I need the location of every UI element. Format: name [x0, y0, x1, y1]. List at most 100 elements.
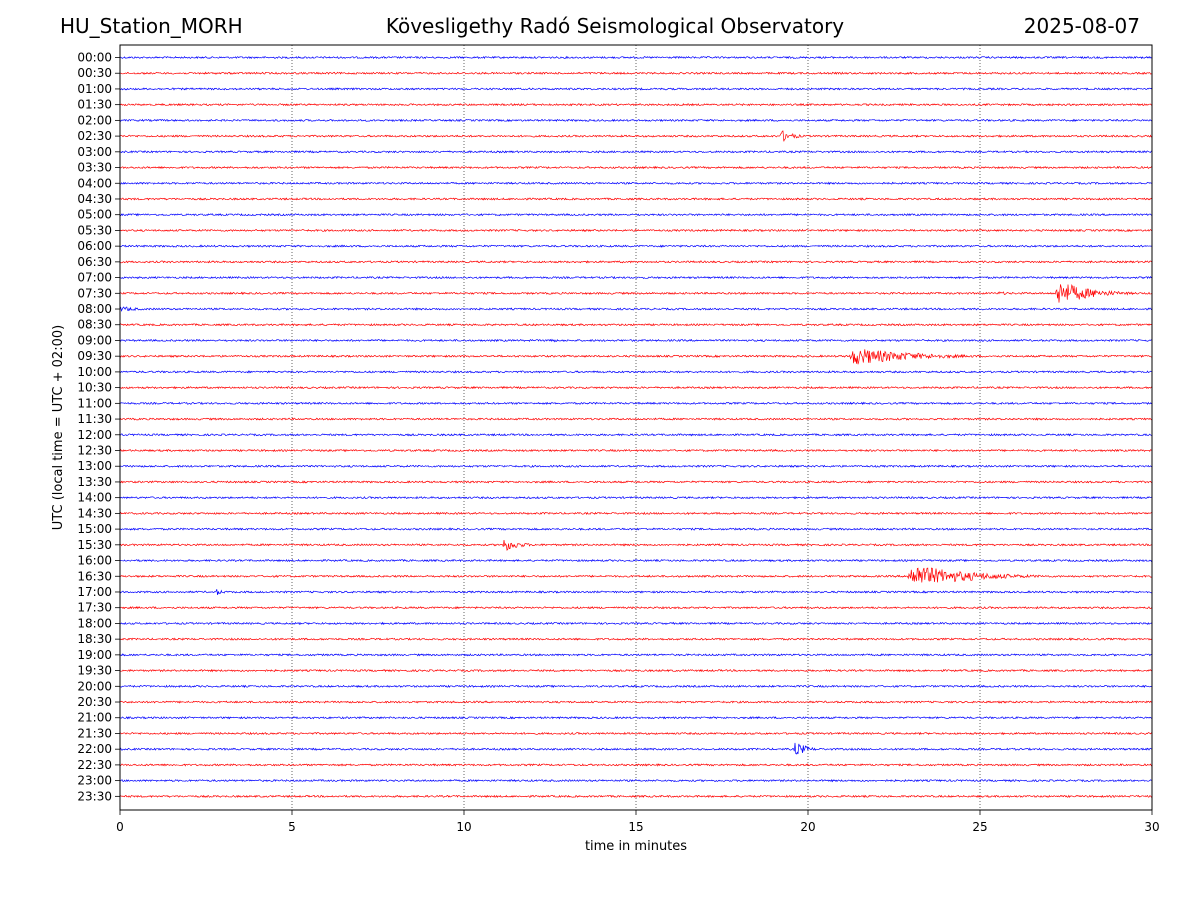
trace-1900	[119, 653, 1153, 657]
y-tick-label: 19:00	[77, 648, 112, 662]
trace-0700	[119, 275, 1153, 280]
trace-1730	[119, 605, 1153, 610]
trace-1700	[119, 589, 1153, 595]
trace-1830	[119, 637, 1153, 641]
y-axis-label: UTC (local time = UTC + 02:00)	[51, 325, 66, 530]
trace-1000	[119, 370, 1153, 374]
trace-2030	[119, 700, 1153, 704]
y-tick-label: 16:30	[77, 569, 112, 583]
trace-2330	[119, 794, 1153, 799]
trace-1500	[119, 527, 1153, 531]
y-tick-label: 12:00	[77, 428, 112, 442]
y-tick-label: 06:30	[77, 255, 112, 269]
y-tick-label: 13:30	[77, 475, 112, 489]
y-tick-label: 06:00	[77, 239, 112, 253]
y-tick-label: 07:00	[77, 271, 112, 285]
trace-2230	[119, 763, 1153, 767]
x-tick-label: 15	[628, 820, 643, 834]
trace-2100	[119, 716, 1153, 720]
trace-1100	[119, 401, 1153, 406]
trace-2200	[119, 742, 1153, 755]
trace-1530	[119, 540, 1153, 551]
y-tick-label: 07:30	[77, 286, 112, 300]
y-tick-label: 09:30	[77, 349, 112, 363]
observatory-title: Kövesligethy Radó Seismological Observat…	[385, 14, 845, 38]
trace-0600	[119, 244, 1153, 248]
station-title: HU_Station_MORH	[60, 14, 243, 38]
y-tick-label: 18:00	[77, 616, 112, 630]
trace-0300	[119, 150, 1153, 154]
y-tick-label: 00:00	[77, 51, 112, 65]
y-tick-label: 21:30	[77, 726, 112, 740]
trace-2130	[119, 731, 1153, 736]
y-tick-label: 01:30	[77, 98, 112, 112]
y-tick-label: 11:00	[77, 396, 112, 410]
y-tick-label: 13:00	[77, 459, 112, 473]
y-tick-label: 15:30	[77, 538, 112, 552]
y-tick-label: 14:00	[77, 491, 112, 505]
y-tick-label: 02:30	[77, 129, 112, 143]
trace-0330	[119, 165, 1153, 170]
y-tick-label: 03:30	[77, 161, 112, 175]
trace-1400	[119, 495, 1153, 500]
trace-0000	[119, 55, 1153, 60]
y-tick-label: 09:00	[77, 333, 112, 347]
y-tick-label: 08:30	[77, 318, 112, 332]
y-tick-label: 23:30	[77, 789, 112, 803]
trace-0430	[119, 197, 1153, 201]
date-title: 2025-08-07	[1023, 14, 1140, 38]
trace-0930	[119, 349, 1153, 365]
y-tick-label: 04:00	[77, 176, 112, 190]
y-tick-label: 10:00	[77, 365, 112, 379]
trace-0130	[119, 102, 1153, 107]
trace-1300	[119, 464, 1153, 468]
y-tick-label: 20:30	[77, 695, 112, 709]
trace-0730	[119, 283, 1153, 303]
y-tick-label: 12:30	[77, 444, 112, 458]
trace-1330	[119, 480, 1153, 484]
trace-0030	[119, 71, 1153, 75]
y-tick-label: 05:00	[77, 208, 112, 222]
trace-2000	[119, 684, 1153, 689]
trace-1200	[119, 433, 1153, 437]
trace-1930	[119, 668, 1153, 673]
trace-0400	[119, 181, 1153, 186]
y-tick-label: 23:00	[77, 774, 112, 788]
trace-1600	[119, 558, 1153, 563]
trace-0800	[119, 306, 1153, 312]
y-tick-label: 14:30	[77, 506, 112, 520]
y-tick-label: 08:00	[77, 302, 112, 316]
trace-1030	[119, 385, 1153, 390]
trace-1230	[119, 448, 1153, 453]
x-tick-label: 20	[800, 820, 815, 834]
y-tick-label: 15:00	[77, 522, 112, 536]
y-tick-label: 19:30	[77, 664, 112, 678]
y-tick-label: 01:00	[77, 82, 112, 96]
y-tick-label: 16:00	[77, 554, 112, 568]
x-tick-label: 10	[456, 820, 471, 834]
trace-1430	[119, 511, 1153, 516]
trace-2300	[119, 778, 1153, 783]
trace-0630	[119, 260, 1153, 264]
trace-0200	[119, 118, 1153, 123]
y-tick-label: 21:00	[77, 711, 112, 725]
y-tick-label: 00:30	[77, 66, 112, 80]
trace-0830	[119, 323, 1153, 327]
trace-0500	[119, 213, 1153, 217]
y-tick-label: 22:00	[77, 742, 112, 756]
trace-0900	[119, 338, 1153, 343]
plot-frame	[119, 44, 1153, 811]
trace-0530	[119, 228, 1153, 233]
y-tick-label: 17:00	[77, 585, 112, 599]
y-tick-label: 20:00	[77, 679, 112, 693]
y-tick-label: 04:30	[77, 192, 112, 206]
y-tick-label: 11:30	[77, 412, 112, 426]
trace-1130	[119, 417, 1153, 421]
y-tick-label: 05:30	[77, 223, 112, 237]
x-tick-label: 25	[972, 820, 987, 834]
y-tick-label: 03:00	[77, 145, 112, 159]
x-tick-label: 0	[116, 820, 124, 834]
y-tick-label: 22:30	[77, 758, 112, 772]
y-tick-label: 17:30	[77, 601, 112, 615]
